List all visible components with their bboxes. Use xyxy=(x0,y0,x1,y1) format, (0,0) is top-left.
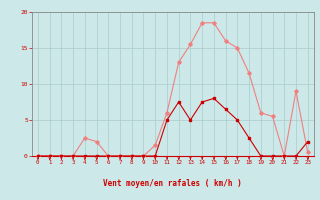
X-axis label: Vent moyen/en rafales ( km/h ): Vent moyen/en rafales ( km/h ) xyxy=(103,179,242,188)
